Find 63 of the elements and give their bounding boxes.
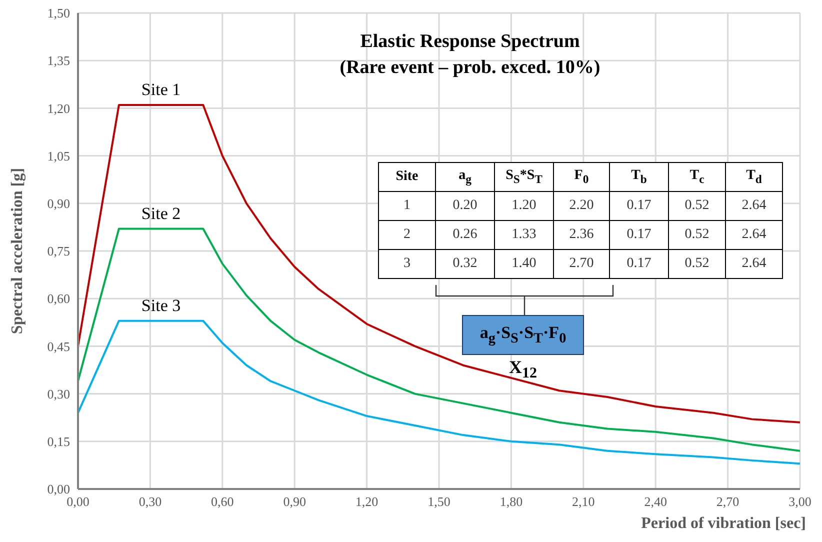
annotation: 0.17 <box>626 256 652 271</box>
annotation: X$_{12}$ <box>509 357 537 382</box>
annotation: Site <box>396 169 418 184</box>
annotation: 2.36 <box>569 227 594 242</box>
annotation: 0.17 <box>626 198 652 213</box>
x-tick-label: 0,90 <box>283 494 306 510</box>
annotation: 0.52 <box>684 198 710 213</box>
x-tick-label: 2,10 <box>572 494 595 510</box>
line-series <box>78 228 800 452</box>
annotation: 1.33 <box>512 227 536 242</box>
annotation: 1 <box>404 198 410 213</box>
annotation: 1.40 <box>512 256 536 271</box>
annotation: 2.64 <box>742 227 766 242</box>
y-tick-label: 0,15 <box>47 434 70 450</box>
x-tick-label: 2,70 <box>716 494 740 510</box>
x-tick-label: 1,20 <box>355 494 378 510</box>
annotation: 2.70 <box>569 256 594 271</box>
annotation: 0.26 <box>452 227 478 242</box>
line-series <box>78 104 800 424</box>
y-tick-label: 0,90 <box>47 196 70 212</box>
text: (Rare event – prob. exced. 10%) <box>340 57 600 78</box>
formula-box: a$_{g}$·S$_{S}$·S$_{T}$·F$_{0}$ <box>462 315 584 355</box>
y-tick-label: 1,05 <box>47 148 70 164</box>
text: Elastic Response Spectrum <box>360 31 580 52</box>
y-tick-label: 0,30 <box>47 386 70 402</box>
y-tick-label: 0,00 <box>47 482 70 497</box>
x-tick-label: 2,40 <box>644 494 667 510</box>
x-tick-label: 1,80 <box>500 494 523 510</box>
annotation: 2.20 <box>569 198 594 213</box>
annotation: T$_{b}$ <box>631 168 647 186</box>
x-tick-label: 3,00 <box>788 494 812 510</box>
annotation: a$_{g}$·S$_{S}$·S$_{T}$·F$_{0}$ <box>480 322 566 348</box>
series-label: Site 2 <box>141 204 181 223</box>
x-tick-label: 1,50 <box>428 494 450 510</box>
x-tick-label: 0,00 <box>66 494 90 510</box>
series-label: Site 1 <box>141 80 181 100</box>
annotation: 0.32 <box>452 256 478 271</box>
annotation: T$_{d}$ <box>746 168 762 186</box>
annotation: 1.20 <box>512 198 536 213</box>
y-tick-label: 1,50 <box>47 6 70 21</box>
annotation: a$_{g}$ <box>458 168 472 186</box>
y-tick-label: 0,60 <box>47 291 70 306</box>
y-tick-label: 0,45 <box>47 338 70 354</box>
y-tick-label: 1,20 <box>47 100 70 116</box>
annotation: T$_{c}$ <box>690 168 704 186</box>
annotation: 0.52 <box>684 227 710 242</box>
annotation: 2 <box>404 227 410 242</box>
annotation: S$_{S}$*S$_{T}$ <box>506 168 542 186</box>
annotation: 3 <box>404 256 410 271</box>
y-tick-label: 0,75 <box>47 244 70 259</box>
line-series <box>78 320 800 465</box>
annotation: 2.64 <box>742 198 766 213</box>
y-tick-label: 1,35 <box>47 53 70 68</box>
annotation: 0.17 <box>626 227 652 242</box>
annotation: 2.64 <box>742 256 766 271</box>
x-tick-label: 0,60 <box>211 494 234 510</box>
x-tick-label: 0,30 <box>138 494 162 510</box>
y-axis-title: Spectral acceleration [g] <box>9 168 26 334</box>
series-label: Site 3 <box>141 296 181 315</box>
x-axis-title: Period of vibration [sec] <box>641 515 806 532</box>
annotation: 0.52 <box>684 256 710 271</box>
annotation: 0.20 <box>452 198 478 213</box>
annotation: F$_{0}$ <box>574 168 589 186</box>
